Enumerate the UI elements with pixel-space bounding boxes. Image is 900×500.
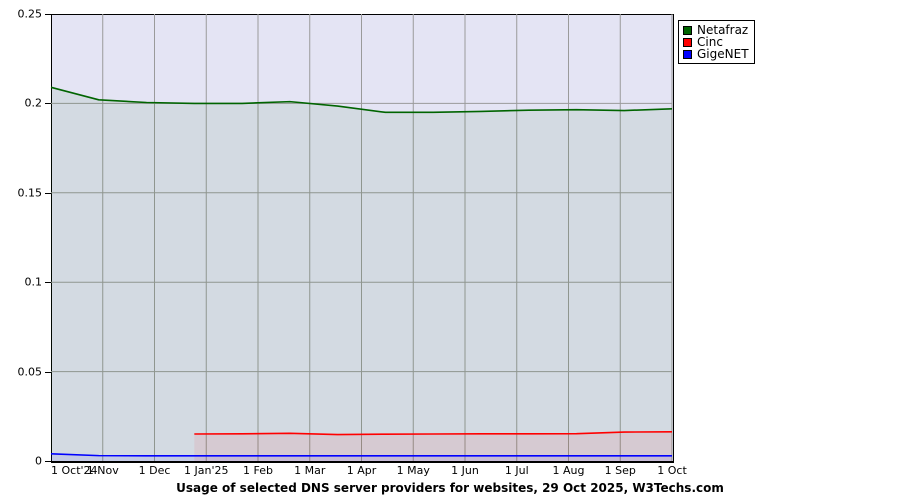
y-axis-tick [45,282,52,284]
y-axis-label: 0.05 [17,365,43,379]
legend-swatch-green [683,25,692,35]
series-fill [194,431,673,461]
y-axis-label: 0.1 [24,275,43,289]
y-axis-tick [45,103,52,105]
legend: Netafraz Cinc GigeNET [678,20,755,64]
legend-item-label: Netafraz [697,23,749,37]
legend-item-label: GigeNET [697,47,749,61]
x-axis-label: 1 May [396,464,430,477]
x-axis-label: 1 Feb [243,464,273,477]
x-axis-label: 1 Oct'24 [51,464,98,477]
x-axis-label: 1 Oct [657,464,687,477]
x-axis-label: 1 Aug [552,464,585,477]
x-axis-line [51,461,673,463]
chart-caption: Usage of selected DNS server providers f… [176,481,724,495]
y-axis-tick [45,371,52,373]
y-axis-label: 0.25 [17,7,43,21]
y-axis-tick [45,461,52,462]
series-line-cinc [194,431,673,436]
x-axis-label: 1 Jun [451,464,479,477]
legend-item[interactable]: Cinc [683,36,749,48]
legend-swatch-blue [683,49,692,59]
y-axis-tick [45,14,52,15]
y-axis-label: 0.2 [24,96,43,110]
legend-item[interactable]: Netafraz [683,24,749,36]
x-axis-label: 1 Dec [138,464,171,477]
series-plot [50,14,673,462]
series-line-gigenet [50,453,672,457]
legend-swatch-red [683,37,692,47]
x-axis-label: 1 Nov [86,464,119,477]
series-line-netafraz [50,86,673,114]
series-fill [51,87,672,462]
series-fill [51,453,672,461]
y-axis-label: 0.15 [17,186,43,200]
y-axis-line [51,14,52,462]
x-axis-label: 1 Jul [504,464,529,477]
x-axis-label: 1 Jan'25 [184,464,229,477]
y-axis-tick [45,192,52,194]
x-axis-label: 1 Apr [346,464,377,477]
x-axis-label: 1 Sep [604,464,636,477]
legend-item[interactable]: GigeNET [683,48,749,60]
legend-item-label: Cinc [697,35,723,49]
y-axis-label: 0 [35,454,42,468]
x-axis-label: 1 Mar [294,464,326,477]
